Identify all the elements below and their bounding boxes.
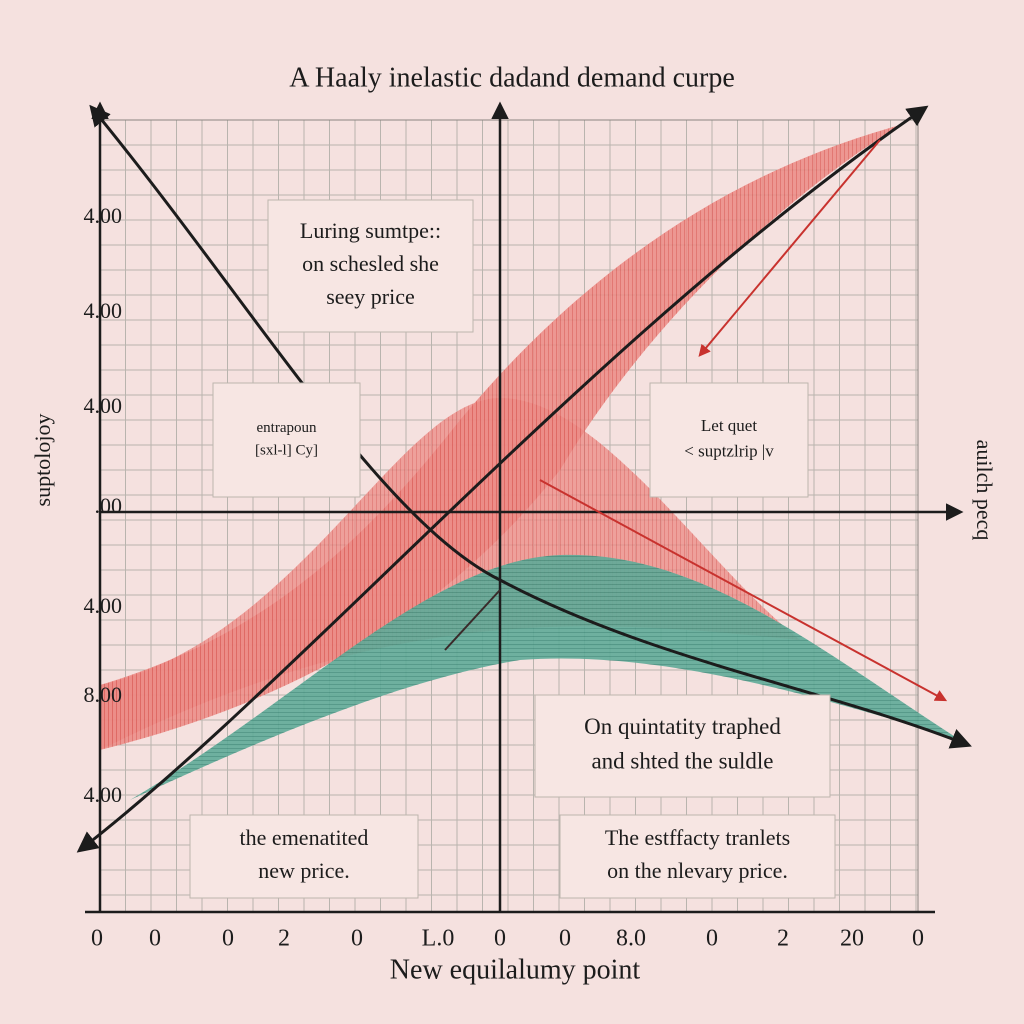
y-label: 4.00 [84, 298, 123, 323]
box-text: On quintatity traphed [584, 714, 781, 739]
x-label: 0 [91, 926, 103, 952]
box-text: < suptzlrip |v [684, 442, 774, 461]
x-label: 0 [149, 926, 161, 952]
box-text: the emenatited [240, 825, 369, 850]
x-label: 0 [706, 926, 718, 952]
red-arrow [698, 139, 881, 357]
box-frame [534, 694, 831, 798]
y-label: 4.00 [84, 782, 123, 807]
box-text: new price. [258, 858, 350, 883]
labels: 4.004.004.00.004.008.004.000 0 0 2 0 L.0 0 0 8.0… [84, 203, 925, 951]
box-frame [559, 814, 836, 899]
y-label: 4.00 [84, 203, 123, 228]
y-axis-title: suptolojoy [30, 414, 55, 507]
box-frame [649, 382, 809, 498]
y-label: .00 [95, 493, 123, 518]
box-text: [sxl-l] Cy] [255, 443, 318, 459]
x-label: 0 [222, 926, 234, 952]
x-label: 2 [278, 926, 290, 952]
box-text: seey price [326, 284, 415, 309]
y-label: 4.00 [84, 593, 123, 618]
x-label: 0 [494, 926, 506, 952]
annotation-box: entrapoun [sxl-l] Cy] [212, 382, 361, 498]
right-axis-title: auilch pecq [972, 440, 997, 541]
annotation-box: Let quet < suptzlrip |v [649, 382, 809, 498]
box-text: and shted the suldle [591, 749, 773, 774]
x-label: L.0 [422, 926, 455, 952]
x-label: 0 [912, 926, 924, 952]
box-text: on the nlevary price. [607, 858, 788, 883]
x-label: 0 [351, 926, 363, 952]
annotation-box: the emenatited new price. [189, 814, 419, 899]
box-text: The estffacty tranlets [605, 825, 790, 850]
x-label: 20 [840, 926, 864, 952]
box-frame [212, 382, 361, 498]
x-axis-title: New equilalumy point [390, 954, 641, 985]
box-text: on schesled she [302, 251, 439, 276]
red-arrow [539, 479, 948, 702]
box-text: entrapoun [257, 420, 317, 436]
pointer [444, 589, 501, 651]
box-text: Let quet [701, 416, 757, 435]
x-label: 2 [777, 926, 789, 952]
annotation-box: The estffacty tranlets on the nlevary pri… [559, 814, 836, 899]
y-label: 8.00 [84, 682, 123, 707]
y-label: 4.00 [84, 393, 123, 418]
x-label: 8.0 [616, 926, 646, 952]
title: A Haaly inelastic dadand demand curpe [289, 62, 735, 93]
annotation-box: On quintatity traphed and shted the suldl… [534, 694, 831, 798]
box-frame [267, 199, 474, 333]
x-label: 0 [559, 926, 571, 952]
box-text: Luring sumtpe:: [300, 218, 441, 243]
box-frame [189, 814, 419, 899]
